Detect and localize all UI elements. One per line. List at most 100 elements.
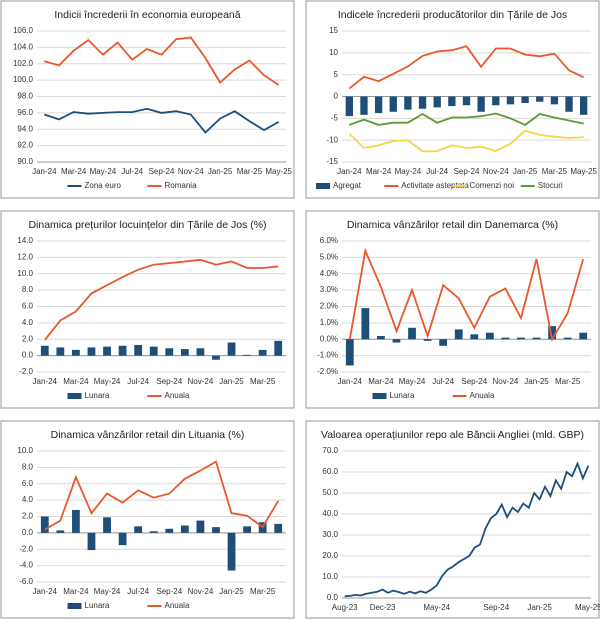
bar: [408, 327, 416, 340]
bar: [103, 346, 111, 356]
bar: [374, 96, 383, 114]
y-tick-label: -6.0: [19, 577, 33, 586]
panel-border: [0, 210, 295, 409]
y-tick-label: 94.0: [17, 124, 33, 133]
x-tick-label: Sep-24: [156, 587, 182, 596]
legend-label: Anuala: [165, 391, 190, 400]
legend-swatch: [316, 183, 330, 189]
bar: [462, 96, 471, 106]
x-tick-label: May-24: [94, 587, 121, 596]
bar: [563, 337, 572, 340]
legend-label: Anuala: [165, 601, 190, 610]
y-tick-label: 0: [334, 92, 339, 101]
bar: [565, 96, 573, 112]
y-tick-label: 96.0: [17, 108, 33, 117]
bar: [165, 528, 174, 533]
bar: [243, 526, 251, 533]
y-tick-label: -10: [326, 135, 338, 144]
bar: [180, 349, 189, 356]
x-tick-label: May-24: [90, 167, 117, 176]
y-tick-label: 70.0: [322, 446, 338, 455]
bar: [448, 96, 456, 107]
panel-border: [305, 420, 600, 619]
x-tick-label: May-24: [399, 377, 426, 386]
y-tick-label: 50.0: [322, 488, 338, 497]
bar: [423, 339, 432, 341]
x-tick-label: May-24: [94, 377, 121, 386]
legend-label: Lunara: [85, 601, 110, 610]
x-tick-label: Jul-24: [127, 377, 149, 386]
x-tick-label: Nov-24: [188, 377, 214, 386]
legend-swatch: [372, 393, 387, 399]
chart-title: Valoarea operațiunilor repo ale Băncii A…: [321, 429, 584, 441]
legend-label: Comenzi noi: [470, 181, 515, 190]
bar: [492, 96, 500, 106]
chart-panel: Indicele încrederii producătorilor din Ț…: [305, 0, 600, 199]
y-tick-label: -15: [326, 157, 338, 166]
x-tick-label: Mar-25: [250, 587, 276, 596]
x-tick-label: Nov-24: [493, 377, 519, 386]
bar: [243, 354, 251, 356]
x-tick-label: Dec-23: [370, 603, 396, 612]
bar: [274, 340, 283, 356]
x-tick-label: Jul-24: [127, 587, 149, 596]
y-tick-label: 4.0%: [320, 269, 338, 278]
y-tick-label: 60.0: [322, 467, 338, 476]
bar: [118, 345, 127, 356]
x-tick-label: Aug-23: [332, 603, 358, 612]
y-tick-label: 8.0: [22, 285, 34, 294]
bar: [548, 326, 556, 340]
bar: [392, 339, 401, 343]
legend-label: Lunara: [85, 391, 110, 400]
x-tick-label: Sep-24: [149, 167, 175, 176]
bar: [404, 96, 412, 110]
y-tick-label: 2.0: [22, 512, 34, 521]
chart-title: Indicii încrederii în economia europeană: [54, 9, 240, 21]
x-tick-label: Jan-25: [219, 377, 244, 386]
chart-panel: Dinamica vânzărilor retail din Lituania …: [0, 420, 295, 619]
x-tick-label: Jul-24: [432, 377, 454, 386]
x-tick-label: Jan-24: [32, 167, 57, 176]
bar: [212, 355, 220, 360]
y-tick-label: 0.0: [22, 351, 34, 360]
chart-title: Dinamica vânzărilor retail din Lituania …: [51, 429, 245, 441]
bar: [579, 332, 588, 340]
chart-title: Indicele încrederii producătorilor din Ț…: [338, 9, 567, 21]
chart-panel: Dinamica prețurilor locuințelor din Țări…: [0, 210, 295, 409]
bar: [56, 530, 65, 533]
x-tick-label: Jan-25: [208, 167, 233, 176]
x-tick-label: Sep-24: [483, 603, 509, 612]
bar: [149, 531, 158, 533]
y-tick-label: 92.0: [17, 141, 33, 150]
y-tick-label: 102.0: [13, 59, 34, 68]
x-tick-label: Jan-24: [338, 377, 363, 386]
bar: [196, 520, 205, 533]
bar: [40, 345, 49, 356]
y-tick-label: 2.0%: [320, 302, 338, 311]
x-tick-label: Mar-24: [366, 167, 392, 176]
line-series: [348, 45, 585, 90]
x-tick-label: Mar-24: [63, 587, 89, 596]
y-tick-label: -1.0%: [317, 351, 338, 360]
bar: [501, 337, 510, 340]
x-tick-label: May-24: [423, 603, 450, 612]
y-tick-label: 2.0: [22, 334, 34, 343]
y-tick-label: 90.0: [17, 157, 33, 166]
x-tick-label: May-25: [575, 603, 600, 612]
x-tick-label: Jul-24: [121, 167, 143, 176]
bar: [227, 532, 236, 571]
y-tick-label: 20.0: [322, 551, 338, 560]
bar: [521, 96, 529, 104]
x-tick-label: Jan-24: [337, 167, 362, 176]
line-series: [44, 36, 280, 86]
y-tick-label: 5.0%: [320, 252, 338, 261]
panel-border: [0, 0, 295, 199]
x-tick-label: Jan-24: [33, 587, 58, 596]
bar: [477, 96, 485, 112]
bar: [227, 342, 236, 356]
legend-swatch: [67, 603, 82, 609]
legend-label: Anuala: [470, 391, 495, 400]
x-tick-label: Mar-24: [61, 167, 87, 176]
